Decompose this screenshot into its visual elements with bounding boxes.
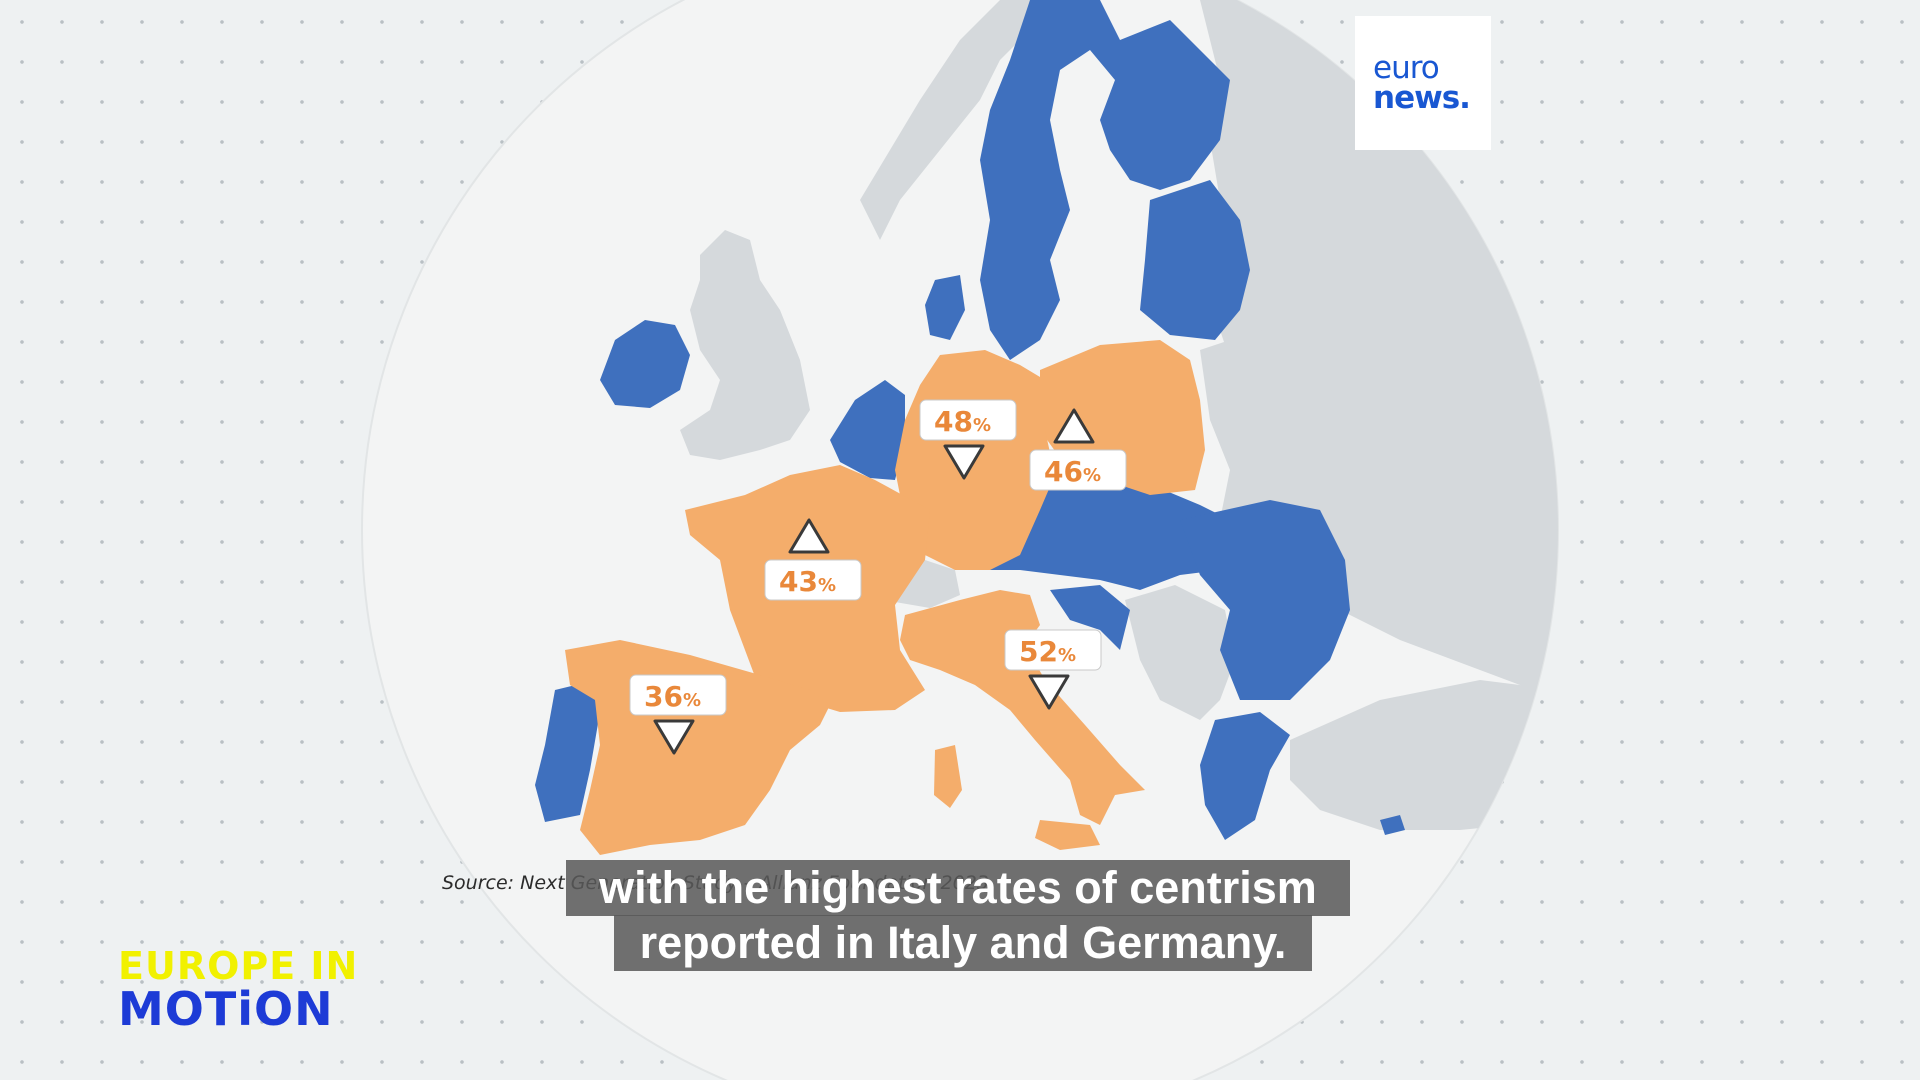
arrow-down-icon — [653, 719, 695, 755]
marker-box — [1004, 629, 1102, 671]
land-balkans — [1125, 585, 1235, 720]
marker-value: 46% — [1044, 455, 1101, 488]
marker-germany: 48% — [919, 399, 1017, 480]
marker-value: 48% — [934, 405, 991, 438]
marker-box — [1029, 449, 1127, 491]
country-croatia-slovenia — [1050, 585, 1130, 650]
arrow-down-icon — [943, 444, 985, 480]
marker-value: 52% — [1019, 635, 1076, 668]
country-sicily — [1035, 820, 1100, 850]
marker-box — [764, 559, 862, 601]
country-portugal — [535, 682, 600, 822]
subtitle-line-2: reported in Italy and Germany. — [614, 915, 1312, 971]
country-baltics — [1140, 180, 1250, 340]
marker-value: 43% — [779, 565, 836, 598]
subtitle-line-1: with the highest rates of centrism — [566, 860, 1350, 916]
country-sardinia — [934, 745, 962, 808]
marker-spain: 36% — [629, 674, 727, 755]
arrow-up-icon — [1053, 408, 1095, 444]
marker-box — [629, 674, 727, 716]
markers: 48% 46% 43% 52% 36% — [629, 399, 1127, 755]
arrow-down-icon — [1028, 674, 1070, 710]
country-benelux — [830, 380, 905, 480]
country-sweden-finland — [980, 0, 1230, 360]
arrow-up-icon — [788, 518, 830, 554]
logo-text-line2: news. — [1373, 80, 1471, 116]
country-central-eu — [990, 460, 1250, 590]
country-romania-bulgaria — [1180, 500, 1350, 700]
land-turkey — [1290, 680, 1558, 830]
euronews-logo: euro news. — [1355, 16, 1491, 150]
country-italy — [900, 590, 1145, 825]
program-title-line1: EUROPE IN — [118, 944, 359, 988]
marker-value: 36% — [644, 680, 701, 713]
program-title-line2: MOTiON — [118, 982, 334, 1036]
country-denmark — [925, 275, 965, 340]
marker-poland: 46% — [1029, 408, 1127, 491]
country-ireland — [600, 320, 690, 408]
land-uk — [680, 230, 810, 460]
marker-italy: 52% — [1004, 629, 1102, 710]
logo-text-line1: euro — [1373, 50, 1440, 86]
land-norway — [860, 0, 1070, 240]
country-greece — [1200, 712, 1290, 840]
country-cyprus — [1380, 815, 1405, 835]
marker-france: 43% — [764, 518, 862, 601]
marker-box — [919, 399, 1017, 441]
